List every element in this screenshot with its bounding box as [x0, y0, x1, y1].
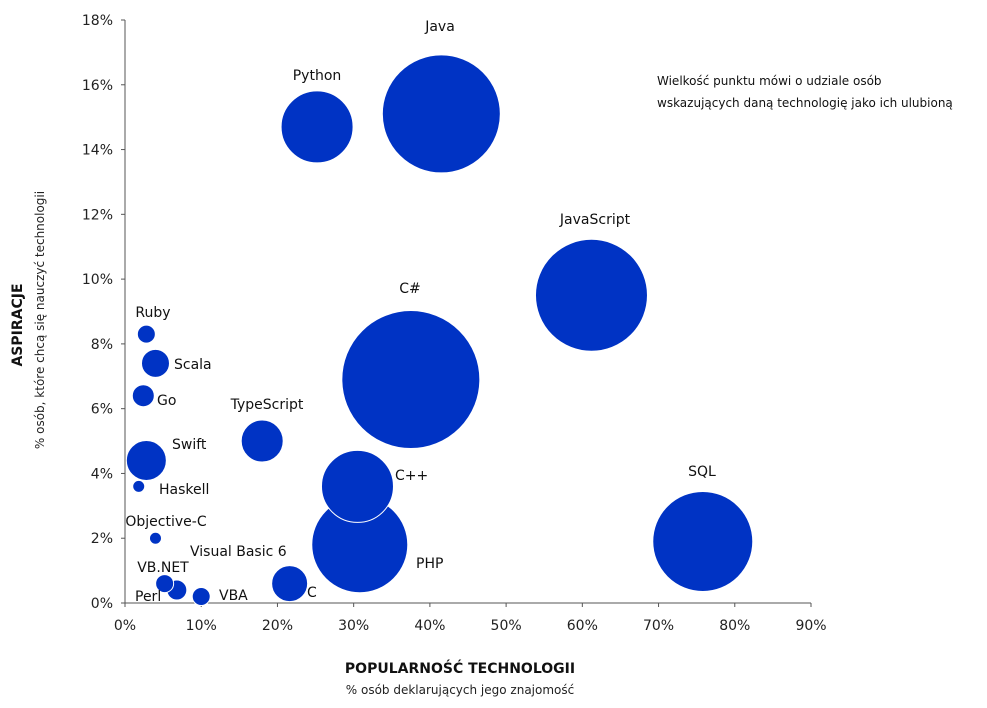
label-c: C — [307, 585, 317, 601]
label-c: C++ — [395, 468, 428, 484]
bubble-scala — [140, 348, 170, 378]
label-java: Java — [424, 19, 455, 35]
bubble-javascript — [534, 238, 648, 352]
bubble-go — [131, 384, 155, 408]
x-tick-label: 0% — [114, 618, 136, 634]
bubble-vb-net — [155, 574, 175, 594]
x-axis-subtitle: % osób deklarujących jego znajomość — [346, 683, 574, 697]
bubble-python — [280, 90, 354, 164]
label-sql: SQL — [688, 464, 716, 480]
label-c: C# — [399, 281, 421, 297]
y-axis-subtitle: % osób, które chcą się nauczyć technolog… — [33, 191, 47, 449]
label-haskell: Haskell — [159, 482, 209, 498]
legend-note-line-2: wskazujących daną technologię jako ich u… — [657, 96, 953, 110]
y-tick-label: 6% — [91, 402, 113, 418]
y-tick-label: 14% — [82, 143, 113, 159]
x-tick-label: 50% — [491, 618, 522, 634]
bubble-java — [381, 54, 501, 174]
x-axis-title: POPULARNOŚĆ TECHNOLOGII — [345, 659, 575, 677]
x-tick-label: 70% — [643, 618, 674, 634]
y-tick-label: 2% — [91, 531, 113, 547]
bubbles — [125, 54, 754, 607]
y-axis-title: ASPIRACJE — [10, 283, 26, 366]
plot-area: 0% 2% 4% 6% 8% 10% 12% 14% 16% 18% 0% 10% 20% 30% 40% 5… — [82, 13, 827, 634]
label-scala: Scala — [174, 357, 212, 373]
x-tick-label: 60% — [567, 618, 598, 634]
label-ruby: Ruby — [135, 305, 170, 321]
label-vba: VBA — [219, 588, 248, 604]
bubble-swift — [125, 439, 167, 481]
bubble-haskell — [132, 479, 146, 493]
y-tick-label: 8% — [91, 337, 113, 353]
bubble-vba — [191, 587, 211, 607]
bubble-labels: Java Python JavaScript C# SQL C++ PHP TypeScrip… — [125, 19, 716, 605]
legend-note-line-1: Wielkość punktu mówi o udziale osób — [657, 74, 882, 88]
x-tick-label: 40% — [414, 618, 445, 634]
bubble-ruby — [136, 324, 156, 344]
label-php: PHP — [416, 556, 443, 572]
label-javascript: JavaScript — [559, 212, 631, 228]
label-swift: Swift — [172, 437, 207, 453]
x-tick-label: 10% — [186, 618, 217, 634]
label-vb-net: VB.NET — [137, 560, 189, 576]
bubble-c — [271, 565, 309, 603]
y-tick-label: 12% — [82, 207, 113, 223]
x-tick-label: 90% — [795, 618, 826, 634]
x-tick-label: 80% — [719, 618, 750, 634]
bubble-sql — [652, 490, 754, 592]
y-tick-label: 0% — [91, 596, 113, 612]
label-typescript: TypeScript — [230, 397, 304, 413]
bubble-typescript — [240, 419, 284, 463]
label-visual-basic-6: Visual Basic 6 — [190, 544, 287, 560]
bubble-objective-c — [148, 531, 162, 545]
y-tick-label: 18% — [82, 13, 113, 29]
label-objective-c: Objective-C — [125, 514, 206, 530]
y-tick-label: 16% — [82, 78, 113, 94]
x-tick-label: 30% — [338, 618, 369, 634]
y-tick-label: 4% — [91, 466, 113, 482]
bubble-c — [341, 310, 481, 450]
bubble-c — [320, 449, 394, 523]
label-python: Python — [293, 68, 342, 84]
x-tick-label: 20% — [262, 618, 293, 634]
label-perl: Perl — [135, 589, 161, 605]
y-tick-label: 10% — [82, 272, 113, 288]
label-go: Go — [157, 393, 176, 409]
